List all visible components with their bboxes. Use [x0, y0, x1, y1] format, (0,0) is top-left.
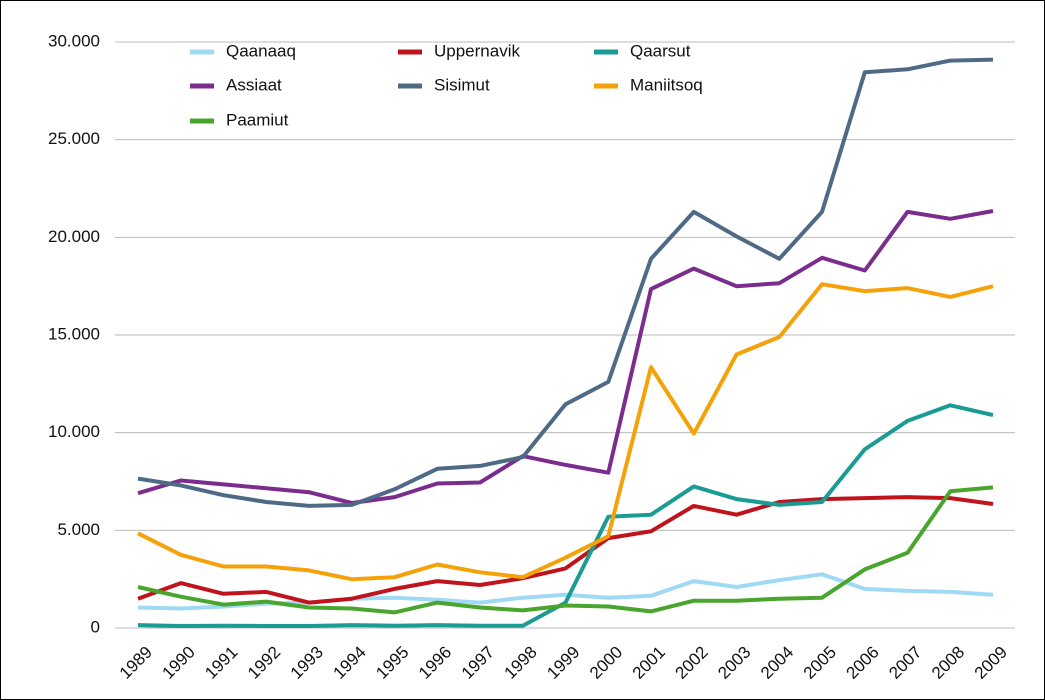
legend-label: Uppernavik	[434, 41, 520, 60]
y-tick-label: 5.000	[57, 520, 100, 539]
series-line	[137, 485, 994, 615]
legend-label: Sisimut	[434, 75, 490, 94]
y-tick-label: 0	[91, 617, 100, 636]
legend-label: Qaarsut	[630, 41, 691, 60]
series-line	[137, 403, 994, 628]
legend-label: Maniitsoq	[630, 75, 703, 94]
y-tick-label: 15.000	[48, 324, 100, 343]
legend-label: Assiaat	[226, 75, 282, 94]
series-line	[137, 282, 994, 582]
series-line	[137, 57, 994, 508]
series-line	[137, 495, 994, 605]
y-tick-label: 20.000	[48, 227, 100, 246]
legend-label: Paamiut	[226, 110, 289, 129]
series-line	[137, 209, 994, 505]
y-tick-label: 30.000	[48, 31, 100, 50]
legend-label: Qaanaaq	[226, 41, 296, 60]
y-tick-label: 25.000	[48, 129, 100, 148]
y-tick-label: 10.000	[48, 422, 100, 441]
